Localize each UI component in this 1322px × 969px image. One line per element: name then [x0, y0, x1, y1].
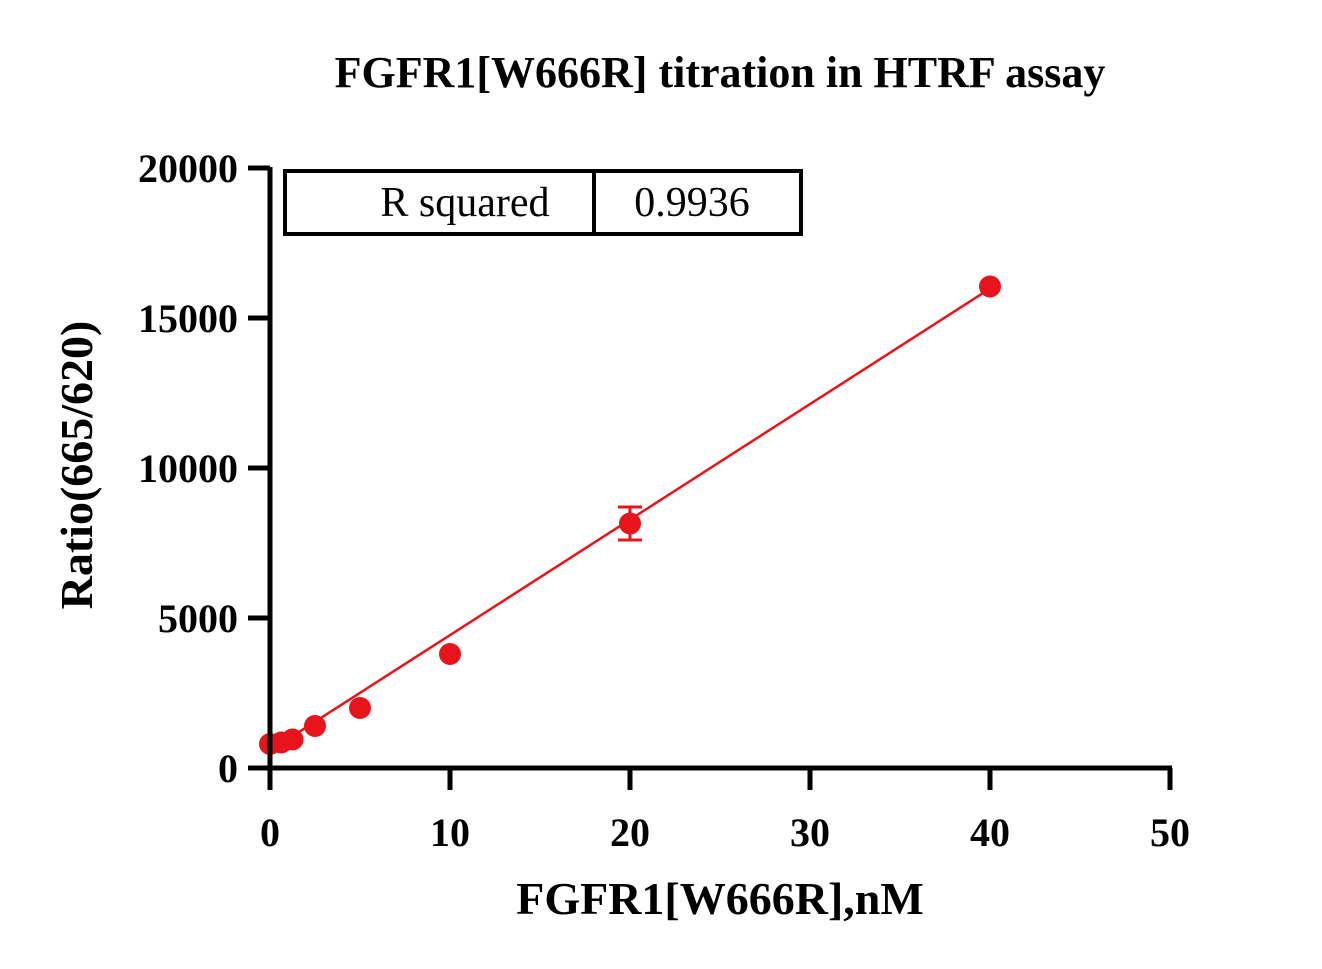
y-axis: 0 5000 10000 15000 20000 — [138, 146, 273, 791]
data-point — [439, 643, 461, 665]
y-ticks: 0 5000 10000 15000 20000 — [138, 146, 270, 791]
y-tick-label: 10000 — [138, 446, 238, 491]
chart-title: FGFR1[W666R] titration in HTRF assay — [335, 48, 1106, 97]
data-point — [979, 275, 1001, 298]
data-point — [619, 512, 641, 535]
stats-table-border — [283, 169, 803, 236]
stats-label: R squared — [380, 180, 549, 226]
data-point — [349, 697, 371, 719]
data-point — [281, 728, 304, 751]
x-tick-label: 50 — [1150, 810, 1190, 855]
x-axis-title: FGFR1[W666R],nM — [516, 873, 924, 924]
y-tick-label: 20000 — [138, 146, 238, 191]
plot-area — [259, 275, 1001, 755]
data-point — [304, 715, 326, 737]
x-tick-label: 10 — [430, 810, 470, 855]
x-tick-label: 0 — [260, 810, 280, 855]
y-tick-label: 5000 — [158, 596, 238, 641]
x-tick-label: 20 — [610, 810, 650, 855]
x-tick-label: 30 — [790, 810, 830, 855]
y-tick-label: 15000 — [138, 296, 238, 341]
stats-value: 0.9936 — [634, 180, 750, 226]
y-axis-title: Ratio(665/620) — [51, 321, 102, 610]
stats-table: R squared 0.9936 — [283, 169, 803, 236]
x-ticks: 0 10 20 30 40 50 — [260, 768, 1190, 855]
y-tick-label: 0 — [218, 746, 238, 791]
x-axis: 0 10 20 30 40 50 — [260, 765, 1190, 855]
x-tick-label: 40 — [970, 810, 1010, 855]
